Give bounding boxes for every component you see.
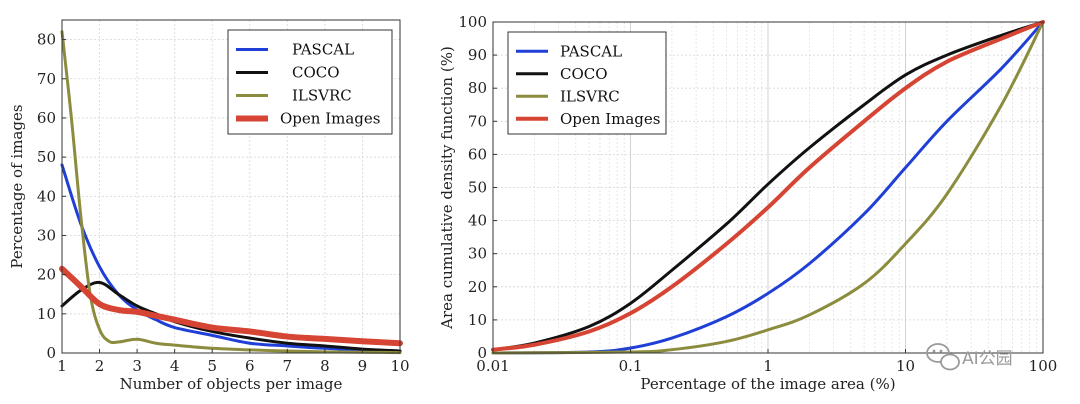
y-tick-label: 40 xyxy=(37,187,56,205)
axes-frame xyxy=(61,19,401,354)
legend-label: ILSVRC xyxy=(560,87,620,105)
y-tick-label: 60 xyxy=(37,109,56,127)
watermark-text: AI公园 xyxy=(962,349,1013,369)
series-line-pascal xyxy=(60,163,402,353)
chart-area-cdf: 0.01 0.1 1 10 100 0 10 20 30 40 50 60 70 80 90 100 Perce… xyxy=(438,13,1057,393)
series-line-coco xyxy=(491,20,1045,352)
x-tick-label: 3 xyxy=(132,357,142,375)
x-tick-label: 100 xyxy=(1029,357,1058,375)
x-tick-label: 2 xyxy=(95,357,105,375)
x-tick-label: 7 xyxy=(283,357,293,375)
x-tick-label: 0.01 xyxy=(476,357,509,375)
x-tick-label: 5 xyxy=(207,357,217,375)
series-line-pascal xyxy=(491,20,1045,355)
x-tick-label: 4 xyxy=(170,357,180,375)
y-tick-label: 30 xyxy=(37,226,56,244)
legend-label: PASCAL xyxy=(560,42,622,60)
series-line-open-images xyxy=(491,20,1045,352)
y-tick-label: 10 xyxy=(468,311,487,329)
x-tick-label: 0.1 xyxy=(619,357,643,375)
y-tick-label: 70 xyxy=(37,70,56,88)
y-axis-label: Area cumulative density function (%) xyxy=(438,46,456,330)
x-tick-label: 10 xyxy=(390,357,409,375)
y-tick-label: 80 xyxy=(37,31,56,49)
y-tick-label: 10 xyxy=(37,305,56,323)
x-tick-label: 1 xyxy=(763,357,773,375)
y-tick-label: 100 xyxy=(458,13,487,31)
legend-label: Open Images xyxy=(280,110,380,128)
legend: PASCAL COCO ILSVRC Open Images xyxy=(507,31,667,135)
series-line-open-images xyxy=(59,265,403,347)
watermark: AI公园 xyxy=(926,343,1013,371)
chart-objects-per-image: 1 2 3 4 5 6 7 8 9 10 0 10 20 30 40 50 60 70 80 Number of ob… xyxy=(8,19,410,393)
legend-label: Open Images xyxy=(560,110,660,128)
y-tick-label: 80 xyxy=(468,79,487,97)
y-tick-label: 50 xyxy=(468,179,487,197)
ticks: 0.01 0.1 1 10 100 0 10 20 30 40 50 60 70 80 90 100 xyxy=(458,13,1057,375)
series-group xyxy=(59,30,403,355)
x-axis-label: Number of objects per image xyxy=(120,375,343,393)
x-tick-label: 6 xyxy=(245,357,255,375)
x-tick-label: 1 xyxy=(57,357,67,375)
y-tick-label: 90 xyxy=(468,46,487,64)
x-tick-label: 10 xyxy=(896,357,915,375)
y-tick-label: 30 xyxy=(468,245,487,263)
x-axis-label: Percentage of the image area (%) xyxy=(640,375,895,393)
y-tick-label: 40 xyxy=(468,212,487,230)
y-tick-label: 0 xyxy=(477,344,487,362)
legend-label: ILSVRC xyxy=(292,87,352,105)
y-tick-label: 20 xyxy=(468,278,487,296)
legend-label: PASCAL xyxy=(292,41,354,59)
y-tick-label: 0 xyxy=(46,344,56,362)
series-line-ilsvrc xyxy=(60,30,402,355)
y-tick-label: 20 xyxy=(37,266,56,284)
y-axis-label: Percentage of images xyxy=(8,104,26,268)
legend: PASCAL COCO ILSVRC Open Images xyxy=(227,29,393,135)
x-tick-label: 8 xyxy=(320,357,330,375)
legend-label: COCO xyxy=(560,65,608,83)
x-tick-label: 9 xyxy=(358,357,368,375)
series-group xyxy=(491,20,1045,355)
ticks: 1 2 3 4 5 6 7 8 9 10 0 10 20 30 40 50 60 70 80 xyxy=(37,31,410,375)
y-tick-label: 60 xyxy=(468,145,487,163)
legend-label: COCO xyxy=(292,64,340,82)
y-tick-label: 50 xyxy=(37,148,56,166)
wechat-icon xyxy=(926,343,960,371)
series-line-ilsvrc xyxy=(491,20,1045,355)
y-tick-label: 70 xyxy=(468,112,487,130)
